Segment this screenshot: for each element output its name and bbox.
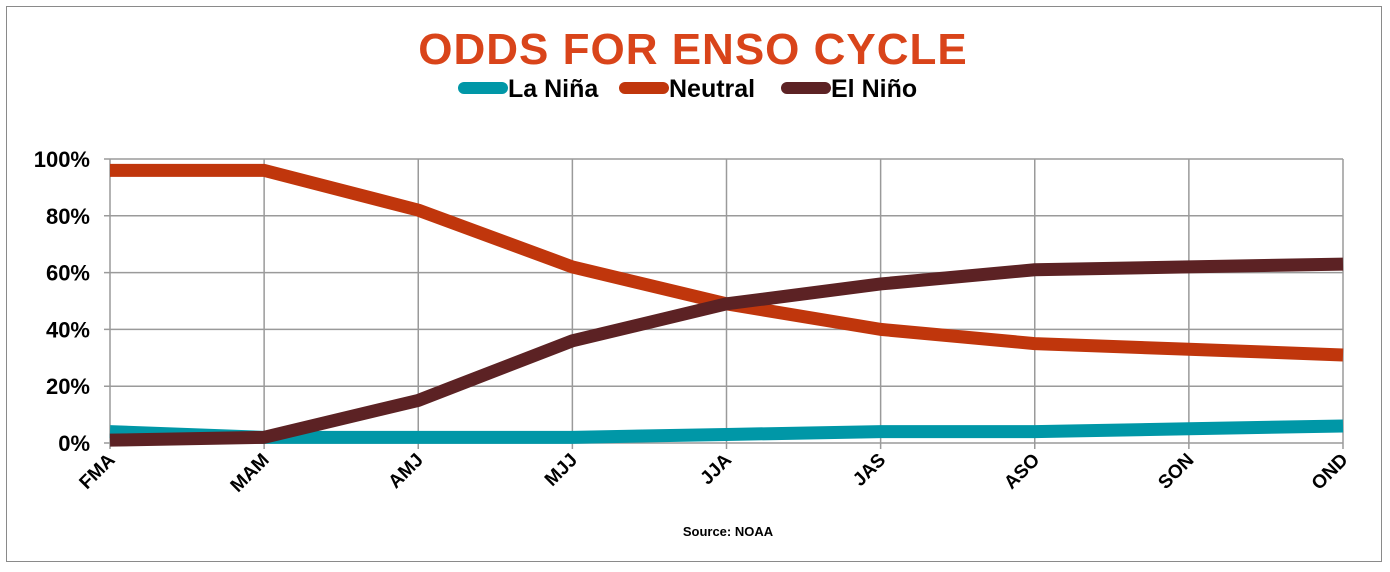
chart-title: ODDS FOR ENSO CYCLE — [418, 25, 968, 74]
y-tick-label: 100% — [34, 147, 90, 172]
legend-label: El Niño — [831, 75, 917, 103]
x-tick-label: MJJ — [541, 450, 582, 491]
legend-label: La Niña — [508, 75, 599, 103]
legend-item: La Niña — [458, 75, 599, 103]
x-tick-label: SON — [1154, 450, 1198, 494]
y-tick-label: 20% — [46, 374, 90, 399]
y-tick-label: 80% — [46, 204, 90, 229]
y-tick-label: 0% — [58, 431, 90, 456]
legend-label: Neutral — [669, 75, 755, 103]
legend-item: Neutral — [619, 75, 755, 103]
y-tick-label: 60% — [46, 261, 90, 286]
source-note: Source: NOAA — [683, 524, 774, 539]
series-lines — [109, 163, 1344, 447]
x-tick-label: OND — [1308, 450, 1353, 495]
x-tick-label: MAM — [227, 450, 274, 497]
x-tick-label: AMJ — [385, 450, 428, 493]
x-tick-label: JJA — [697, 449, 737, 489]
legend-item: El Niño — [781, 75, 917, 103]
x-axis: FMA MAM AMJ MJJ JJA JAS ASO SON OND — [76, 449, 1353, 496]
legend: La Niña Neutral El Niño — [458, 75, 917, 103]
y-tick-label: 40% — [46, 317, 90, 342]
y-axis: 0% 20% 40% 60% 80% 100% — [34, 147, 90, 456]
x-tick-label: ASO — [1000, 450, 1044, 494]
x-tick-label: FMA — [76, 449, 120, 493]
x-tick-label: JAS — [849, 450, 890, 491]
chart-frame — [6, 6, 1382, 562]
